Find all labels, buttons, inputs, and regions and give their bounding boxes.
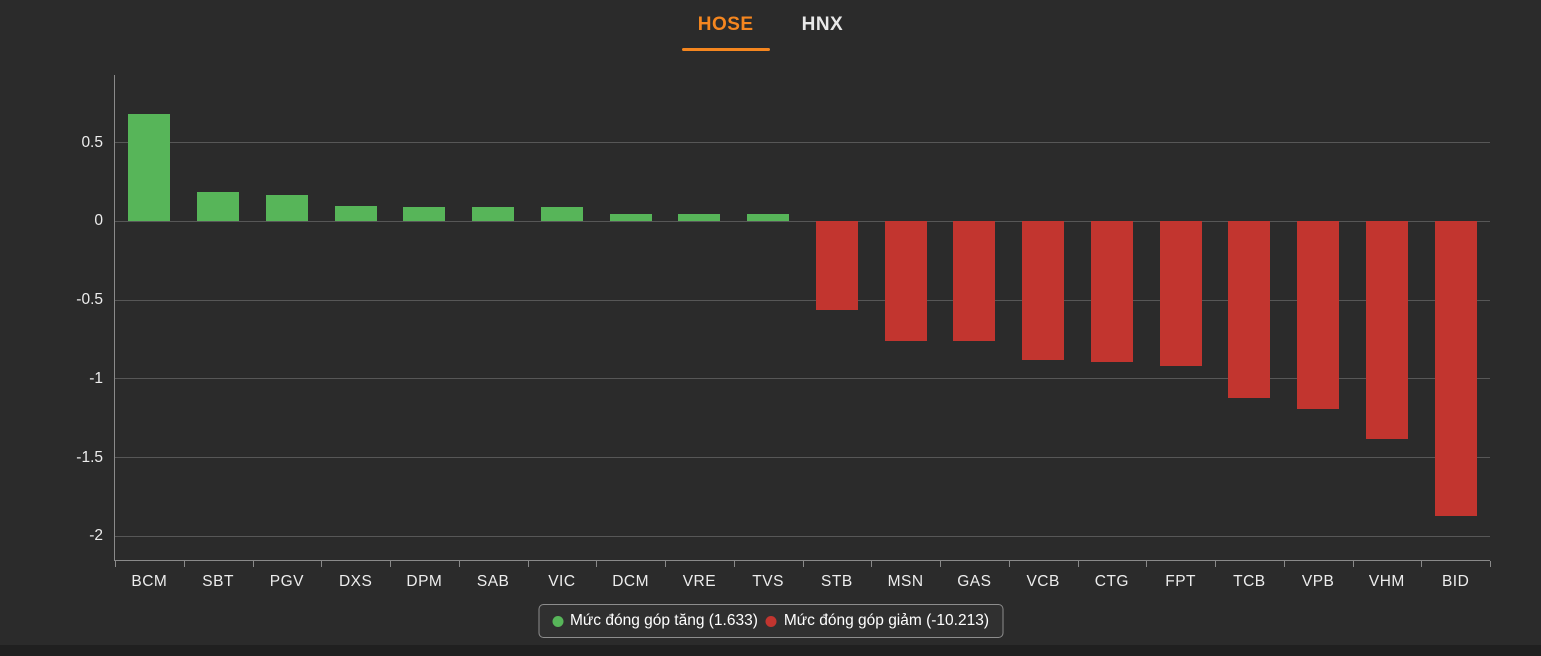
x-axis-label: PGV: [269, 573, 304, 590]
x-axis-label: FPT: [1165, 573, 1197, 590]
bar-fpt[interactable]: [1159, 221, 1202, 367]
bar-vhm[interactable]: [1365, 221, 1408, 439]
x-axis-tick: [115, 561, 116, 567]
chart-legend: Mức đóng góp tăng (1.633) Mức đóng góp g…: [538, 604, 1003, 638]
bar-vpb[interactable]: [1297, 221, 1340, 409]
bar-bid[interactable]: [1434, 221, 1477, 516]
footer-strip: [0, 645, 1541, 656]
bar-vic[interactable]: [540, 207, 583, 222]
x-axis-label: DCM: [612, 573, 650, 590]
bar-sbt[interactable]: [197, 191, 240, 222]
bar-dxs[interactable]: [334, 205, 377, 222]
bar-msn[interactable]: [884, 221, 927, 342]
x-axis-tick: [390, 561, 391, 567]
x-axis-tick: [871, 561, 873, 567]
y-axis-label: -0.5: [76, 291, 103, 309]
x-axis-tick: [940, 561, 941, 567]
bar-gas[interactable]: [953, 221, 996, 342]
x-axis-label: VRE: [682, 573, 717, 590]
x-axis-tick: [1077, 561, 1079, 567]
bar-ctg[interactable]: [1090, 221, 1133, 362]
x-axis-label: VIC: [548, 573, 576, 590]
exchange-tabs: HOSE HNX: [0, 6, 1541, 51]
y-axis-label: -2: [89, 527, 103, 545]
x-axis-label: VHM: [1368, 573, 1405, 590]
tab-hose[interactable]: HOSE: [681, 6, 770, 51]
x-axis-label: STB: [821, 573, 853, 590]
gridline: [115, 220, 1490, 222]
gridline: [115, 457, 1490, 459]
x-axis-tick: [596, 561, 598, 567]
x-axis-label: DPM: [406, 573, 443, 590]
bar-vre[interactable]: [678, 213, 721, 222]
legend-item-positive[interactable]: Mức đóng góp tăng (1.633): [552, 612, 758, 630]
x-axis-tick: [1352, 561, 1354, 567]
x-axis-tick: [1008, 561, 1010, 567]
gridline: [115, 299, 1490, 301]
x-axis-tick: [1283, 561, 1285, 567]
x-axis-label: TVS: [752, 573, 784, 590]
x-axis-label: DXS: [338, 573, 373, 590]
bar-tcb[interactable]: [1228, 221, 1271, 398]
x-axis-label: BID: [1441, 573, 1470, 590]
x-axis-label: SAB: [476, 573, 510, 590]
bar-pgv[interactable]: [265, 194, 308, 222]
x-axis-tick: [458, 561, 460, 567]
x-axis-tick: [802, 561, 804, 567]
x-axis-tick: [1215, 561, 1216, 567]
y-axis-label: 0: [94, 212, 103, 230]
y-axis-label: 0.5: [81, 133, 103, 151]
tab-hnx[interactable]: HNX: [801, 14, 844, 35]
x-axis-label: BCM: [131, 573, 168, 590]
bar-vcb[interactable]: [1022, 221, 1065, 360]
bar-stb[interactable]: [815, 221, 858, 310]
gridline: [115, 535, 1490, 537]
x-axis-line: [114, 560, 1490, 561]
bar-sab[interactable]: [472, 207, 515, 222]
y-axis-line: [114, 75, 115, 561]
bar-dpm[interactable]: [403, 207, 446, 222]
x-axis-tick: [733, 561, 735, 567]
x-axis-label: SBT: [202, 573, 234, 590]
x-axis-label: CTG: [1094, 573, 1129, 590]
legend-label-positive: Mức đóng góp tăng (1.633): [570, 612, 758, 629]
legend-label-negative: Mức đóng góp giảm (-10.213): [783, 612, 989, 629]
x-axis-label: VPB: [1301, 573, 1335, 590]
x-axis-tick: [1146, 561, 1148, 567]
bar-dcm[interactable]: [609, 213, 652, 222]
legend-item-negative[interactable]: Mức đóng góp giảm (-10.213): [765, 612, 989, 630]
negative-legend-dot-icon: [765, 615, 777, 627]
x-axis-label: TCB: [1233, 573, 1266, 590]
x-axis-label: MSN: [887, 573, 924, 590]
x-axis-tick: [321, 561, 323, 567]
x-axis-tick: [1421, 561, 1423, 567]
bar-tvs[interactable]: [747, 213, 790, 222]
x-axis-tick: [665, 561, 666, 567]
y-axis-label: -1.5: [76, 448, 103, 466]
bar-bcm[interactable]: [128, 114, 171, 222]
positive-legend-dot-icon: [552, 615, 563, 627]
x-axis-tick: [527, 561, 529, 567]
x-axis-label: GAS: [957, 573, 992, 590]
x-axis-tick: [1490, 561, 1491, 567]
x-axis-tick: [183, 561, 185, 567]
gridline: [115, 142, 1490, 144]
y-axis-label: -1: [89, 369, 103, 387]
x-axis-tick: [252, 561, 254, 567]
x-axis-label: VCB: [1026, 573, 1060, 590]
gridline: [115, 378, 1490, 380]
